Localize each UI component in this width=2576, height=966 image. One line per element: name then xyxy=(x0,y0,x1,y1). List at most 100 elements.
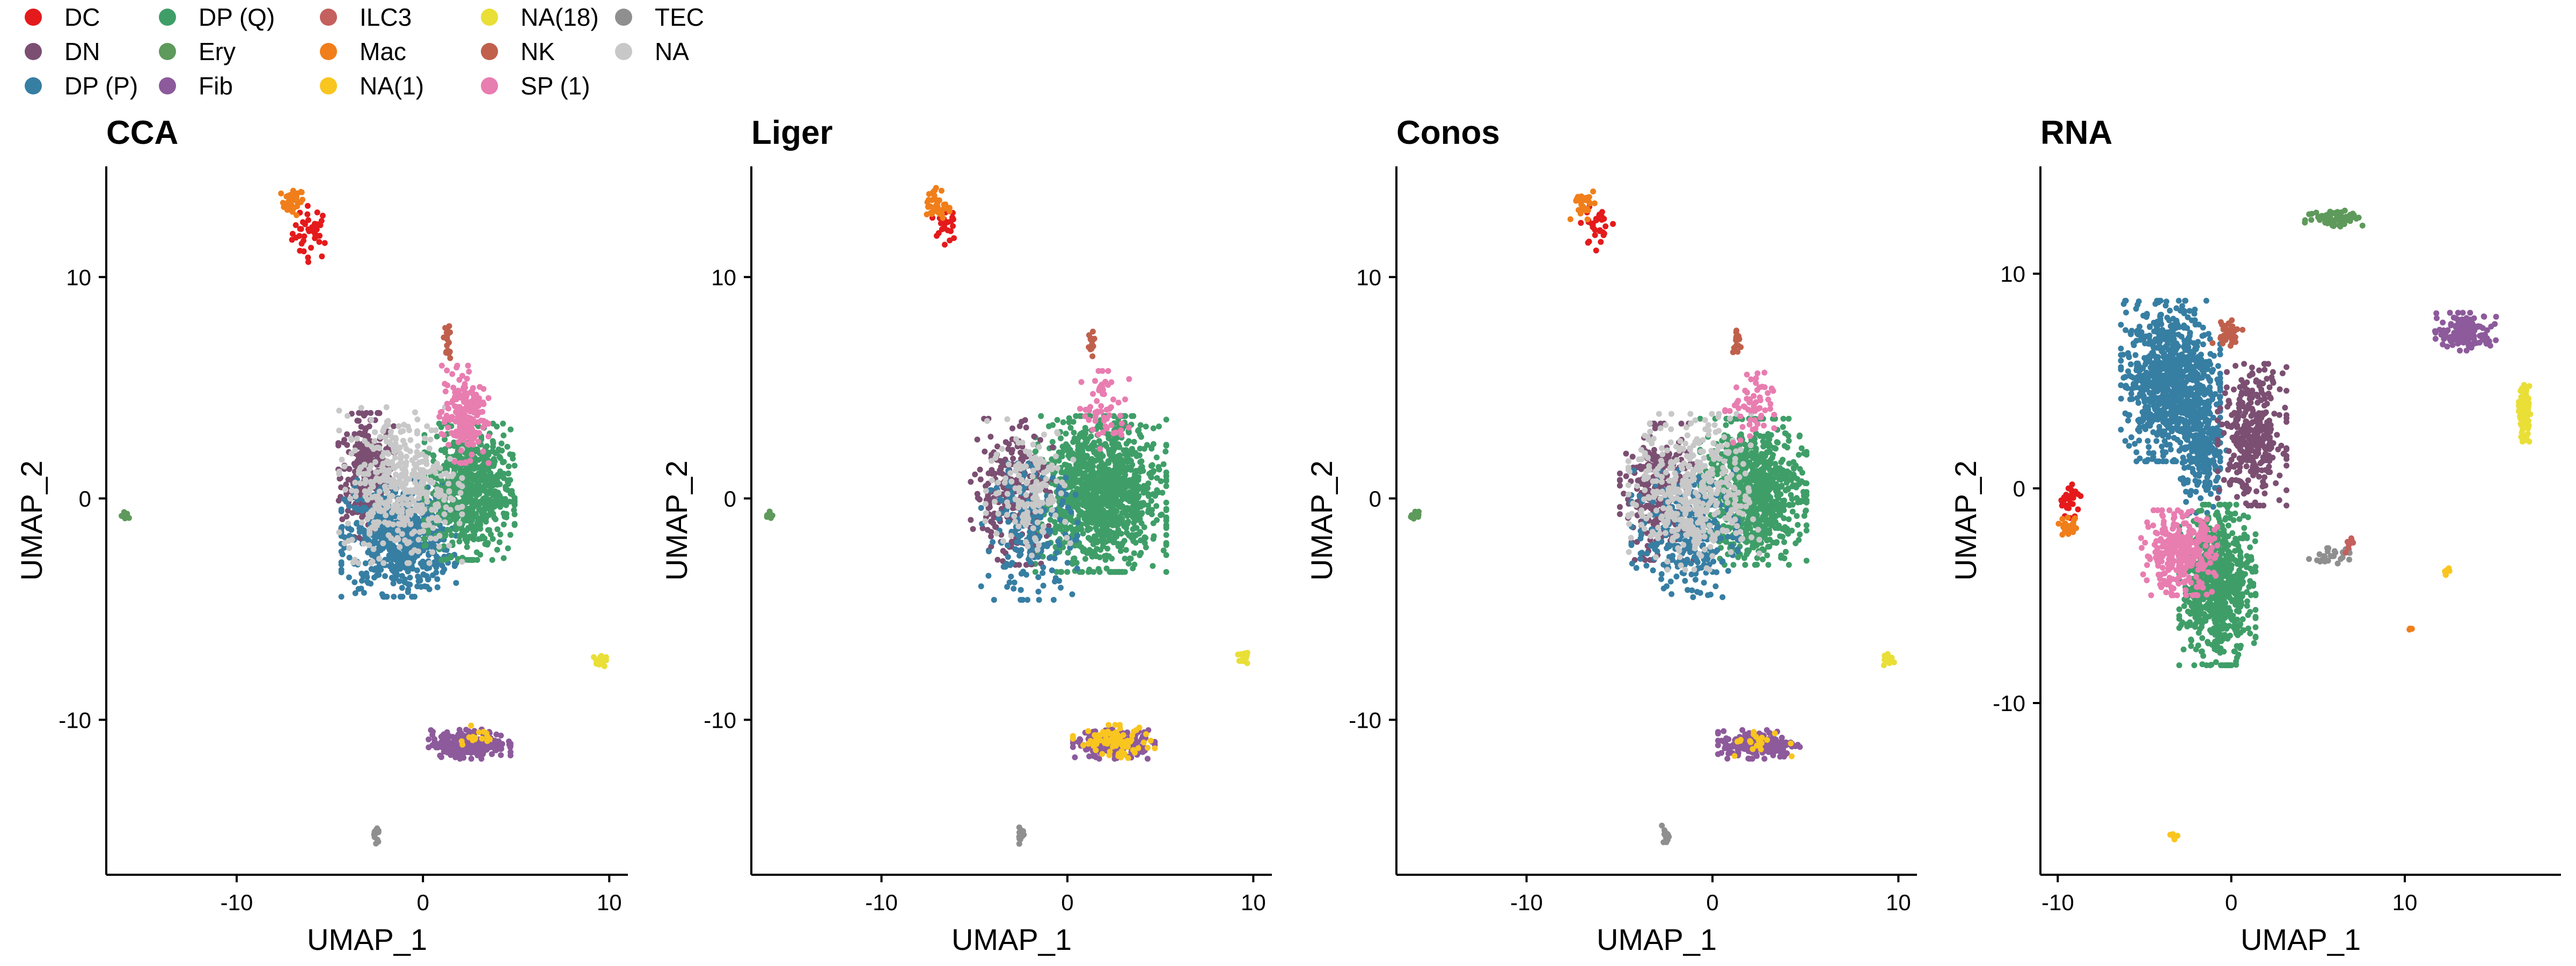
point xyxy=(1117,413,1123,419)
point xyxy=(373,840,379,847)
point xyxy=(462,406,468,412)
point xyxy=(1082,499,1088,505)
point xyxy=(1123,547,1129,553)
point xyxy=(464,544,470,550)
point xyxy=(1153,454,1160,460)
point xyxy=(436,414,443,420)
point xyxy=(1095,566,1102,572)
point xyxy=(391,423,397,429)
point xyxy=(354,519,360,526)
point xyxy=(345,477,352,483)
point xyxy=(1138,502,1145,508)
point xyxy=(375,497,380,503)
point xyxy=(392,441,399,447)
legend-swatch-dn xyxy=(25,43,42,60)
point xyxy=(444,556,450,562)
point xyxy=(436,517,442,523)
legend-item-fib: Fib xyxy=(159,72,233,100)
point xyxy=(496,453,503,460)
point xyxy=(1163,442,1169,448)
point xyxy=(405,589,411,595)
cluster-mac xyxy=(278,187,306,218)
point xyxy=(1145,480,1152,487)
point xyxy=(1015,501,1022,507)
point xyxy=(1015,523,1022,530)
point xyxy=(364,441,370,448)
point xyxy=(500,459,506,465)
point xyxy=(345,508,351,514)
point xyxy=(469,399,475,406)
point xyxy=(1023,479,1030,485)
point xyxy=(1013,463,1019,470)
point xyxy=(342,487,348,493)
point xyxy=(983,488,989,494)
point xyxy=(495,446,502,452)
point xyxy=(1103,477,1110,483)
point xyxy=(1094,398,1100,404)
point xyxy=(425,576,431,582)
point xyxy=(1077,406,1083,412)
point xyxy=(1055,538,1062,545)
point xyxy=(1011,579,1018,586)
point xyxy=(1058,501,1065,508)
point xyxy=(1032,569,1038,575)
point xyxy=(993,530,1000,537)
point xyxy=(1099,481,1105,488)
point xyxy=(1091,743,1097,749)
legend-swatch-sp-1 xyxy=(481,77,498,94)
point xyxy=(950,223,956,229)
point xyxy=(992,499,998,505)
point xyxy=(285,199,291,206)
point xyxy=(388,535,394,541)
y-tick-label: -10 xyxy=(704,707,736,733)
point xyxy=(1067,540,1073,546)
point xyxy=(978,583,984,589)
point xyxy=(346,545,353,551)
point xyxy=(993,451,1000,458)
point xyxy=(442,519,448,525)
point xyxy=(362,480,368,487)
point xyxy=(1098,403,1104,409)
point xyxy=(1082,442,1088,448)
point xyxy=(480,418,487,424)
point xyxy=(1006,461,1012,467)
point xyxy=(374,522,380,528)
point xyxy=(1064,569,1071,575)
point xyxy=(1005,503,1012,509)
point xyxy=(369,479,376,485)
point xyxy=(1058,569,1064,575)
point xyxy=(1023,492,1029,498)
point xyxy=(453,364,460,371)
point xyxy=(464,539,470,545)
point xyxy=(1089,549,1095,555)
point xyxy=(1041,431,1047,438)
cluster-ery xyxy=(119,509,132,522)
point xyxy=(1135,745,1141,751)
point xyxy=(457,533,463,540)
point xyxy=(976,496,983,503)
point xyxy=(1005,518,1012,525)
point xyxy=(1014,539,1020,545)
point xyxy=(1593,247,1599,254)
point xyxy=(442,388,449,394)
point xyxy=(474,519,480,526)
point xyxy=(1128,458,1134,464)
point xyxy=(413,502,419,509)
point xyxy=(362,560,369,567)
point xyxy=(1112,518,1118,525)
point xyxy=(494,501,500,507)
point xyxy=(446,488,452,495)
y-tick-label: -10 xyxy=(58,707,91,733)
point xyxy=(293,235,299,241)
point xyxy=(1052,579,1058,584)
point xyxy=(452,754,459,760)
point xyxy=(368,416,375,423)
point xyxy=(1064,535,1070,541)
cluster-dp-q xyxy=(1032,413,1169,575)
point xyxy=(1036,542,1042,548)
legend-item-na-1: NA(1) xyxy=(320,72,424,100)
point xyxy=(507,451,513,457)
point xyxy=(278,191,284,196)
point xyxy=(449,430,455,436)
point xyxy=(511,497,518,503)
